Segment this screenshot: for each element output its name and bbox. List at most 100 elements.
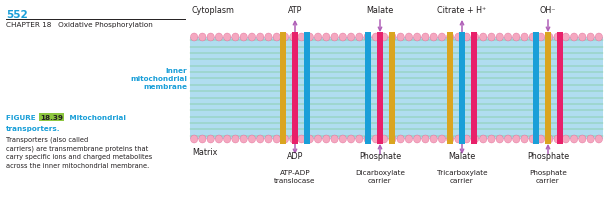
Text: Phosphate: Phosphate: [527, 151, 569, 160]
Ellipse shape: [322, 135, 330, 143]
Ellipse shape: [463, 135, 470, 143]
Ellipse shape: [554, 135, 561, 143]
Ellipse shape: [455, 34, 462, 42]
Bar: [545, 33, 551, 144]
Ellipse shape: [224, 34, 231, 42]
Ellipse shape: [471, 34, 479, 42]
Ellipse shape: [422, 135, 429, 143]
Ellipse shape: [471, 135, 479, 143]
Ellipse shape: [298, 135, 305, 143]
Text: Malate: Malate: [367, 6, 394, 15]
Text: Cytoplasm: Cytoplasm: [192, 6, 235, 15]
Ellipse shape: [281, 135, 288, 143]
Text: Inner
mitochondrial
membrane: Inner mitochondrial membrane: [130, 68, 187, 90]
Ellipse shape: [579, 135, 586, 143]
Ellipse shape: [306, 135, 313, 143]
Ellipse shape: [413, 135, 421, 143]
Ellipse shape: [438, 135, 445, 143]
Ellipse shape: [397, 135, 404, 143]
Bar: [557, 33, 563, 144]
Bar: [459, 33, 465, 144]
Ellipse shape: [430, 135, 438, 143]
Text: ADP: ADP: [287, 151, 303, 160]
Ellipse shape: [281, 34, 288, 42]
Text: 552: 552: [6, 10, 28, 20]
Text: ATP-ADP
translocase: ATP-ADP translocase: [275, 169, 316, 183]
Bar: [377, 33, 383, 144]
Text: 18.39: 18.39: [40, 114, 63, 120]
Text: Transporters (also called
carriers) are transmembrane proteins that
carry specif: Transporters (also called carriers) are …: [6, 136, 152, 168]
Ellipse shape: [397, 34, 404, 42]
Text: Phosphate
carrier: Phosphate carrier: [529, 169, 567, 183]
Ellipse shape: [364, 135, 371, 143]
Ellipse shape: [438, 34, 445, 42]
Ellipse shape: [315, 135, 322, 143]
Ellipse shape: [388, 135, 396, 143]
Ellipse shape: [513, 34, 520, 42]
Ellipse shape: [521, 34, 528, 42]
Ellipse shape: [290, 135, 297, 143]
Ellipse shape: [240, 135, 247, 143]
Bar: [389, 33, 395, 144]
Ellipse shape: [364, 34, 371, 42]
Ellipse shape: [248, 135, 256, 143]
Ellipse shape: [298, 34, 305, 42]
Ellipse shape: [256, 135, 264, 143]
Ellipse shape: [331, 135, 338, 143]
Ellipse shape: [562, 34, 570, 42]
Bar: [447, 33, 453, 144]
Ellipse shape: [388, 34, 396, 42]
Ellipse shape: [479, 34, 487, 42]
Bar: [190, 38, 603, 139]
Ellipse shape: [290, 34, 297, 42]
Ellipse shape: [513, 135, 520, 143]
Ellipse shape: [430, 34, 438, 42]
Ellipse shape: [339, 34, 347, 42]
Ellipse shape: [273, 135, 281, 143]
Ellipse shape: [595, 34, 602, 42]
Ellipse shape: [232, 34, 239, 42]
Text: FIGURE: FIGURE: [6, 114, 38, 120]
Bar: [533, 33, 539, 144]
Ellipse shape: [545, 135, 553, 143]
Ellipse shape: [381, 135, 388, 143]
Ellipse shape: [595, 135, 602, 143]
Ellipse shape: [273, 34, 281, 42]
Ellipse shape: [215, 34, 222, 42]
Ellipse shape: [447, 135, 454, 143]
Ellipse shape: [256, 34, 264, 42]
Ellipse shape: [322, 34, 330, 42]
Text: ATP: ATP: [288, 6, 302, 15]
Ellipse shape: [463, 34, 470, 42]
Ellipse shape: [347, 135, 355, 143]
Ellipse shape: [504, 135, 511, 143]
Text: Dicarboxylate
carrier: Dicarboxylate carrier: [355, 169, 405, 183]
Ellipse shape: [455, 135, 462, 143]
Ellipse shape: [331, 34, 338, 42]
Ellipse shape: [587, 135, 594, 143]
Ellipse shape: [554, 34, 561, 42]
Text: transporters.: transporters.: [6, 125, 61, 131]
Ellipse shape: [413, 34, 421, 42]
Text: Mitochondrial: Mitochondrial: [67, 114, 126, 120]
Ellipse shape: [339, 135, 347, 143]
Ellipse shape: [422, 34, 429, 42]
Ellipse shape: [405, 34, 413, 42]
Bar: [365, 33, 371, 144]
Ellipse shape: [265, 135, 272, 143]
Ellipse shape: [504, 34, 511, 42]
Text: Matrix: Matrix: [192, 147, 218, 156]
Ellipse shape: [529, 34, 536, 42]
Ellipse shape: [306, 34, 313, 42]
Ellipse shape: [381, 34, 388, 42]
Bar: [471, 33, 478, 144]
Text: CHAPTER 18   Oxidative Phosphorylation: CHAPTER 18 Oxidative Phosphorylation: [6, 22, 153, 28]
Ellipse shape: [570, 34, 578, 42]
Ellipse shape: [570, 135, 578, 143]
Text: Phosphate: Phosphate: [359, 151, 401, 160]
Ellipse shape: [199, 135, 206, 143]
Ellipse shape: [265, 34, 272, 42]
Ellipse shape: [207, 135, 215, 143]
Ellipse shape: [356, 34, 363, 42]
Bar: [291, 33, 298, 144]
